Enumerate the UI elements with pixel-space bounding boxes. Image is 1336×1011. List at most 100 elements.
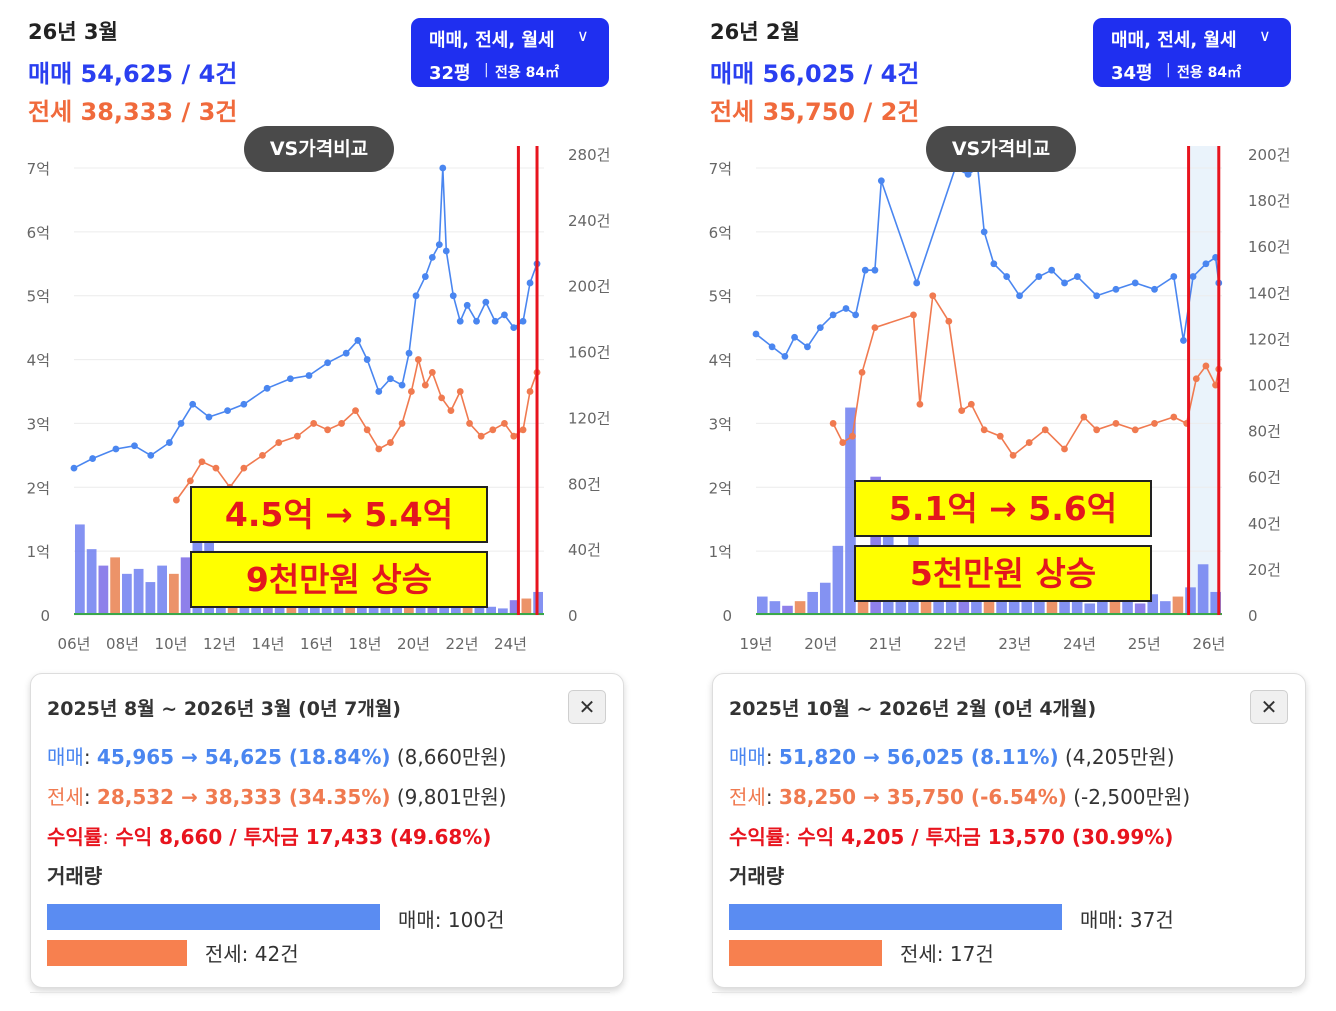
volume-bar [958, 591, 970, 615]
sale-point [491, 317, 499, 325]
deal-type-filter-button[interactable]: 매매, 전세, 월세 ∨ 32평 | 전용 84㎡ [411, 18, 609, 87]
jeonse-point [910, 311, 917, 319]
filter-area: 전용 84㎡ [1177, 65, 1242, 81]
close-icon[interactable]: ✕ [568, 690, 606, 724]
sale-amount: (8,660만원) [396, 745, 507, 769]
sale-change: 51,820 → 56,025 (8.11%) [778, 745, 1059, 769]
filter-area: 전용 84㎡ [495, 65, 560, 81]
jeonse-point [980, 426, 988, 434]
jeonse-point [172, 496, 180, 504]
jeonse-volume-label: 전세: 17건 [900, 942, 994, 966]
sale-point [112, 445, 120, 453]
volume-bar [133, 568, 144, 615]
sale-point [861, 266, 869, 274]
vs-price-compare-button[interactable]: VS가격비교 [244, 126, 394, 172]
x-tick-label: 26년 [1192, 635, 1225, 653]
y-right-tick-label: 180건 [1248, 192, 1290, 210]
jeonse-point [421, 381, 429, 389]
volume-bar [769, 601, 781, 615]
sale-point [1202, 260, 1210, 268]
volume-bar [1109, 601, 1121, 615]
jeonse-point [489, 426, 497, 434]
y-left-tick-label: 4억 [27, 352, 50, 370]
jeonse-point [871, 324, 879, 332]
sale-point [877, 177, 885, 185]
volume-bar [1046, 596, 1058, 615]
filter-separator: | [1166, 62, 1171, 78]
y-left-tick-label: 6억 [27, 224, 50, 242]
header-jeonse-summary: 전세 38,333 / 3건 [28, 98, 238, 126]
sale-point [456, 317, 464, 325]
sale-point [165, 439, 173, 446]
volume-bar [110, 557, 120, 615]
y-right-tick-label: 40건 [1248, 515, 1281, 533]
sale-point [829, 311, 837, 319]
sale-point [412, 292, 420, 300]
sale-point [1003, 273, 1011, 280]
y-left-tick-label: 4억 [709, 352, 732, 370]
sale-point [980, 228, 988, 236]
sale-point [1073, 273, 1081, 280]
y-right-tick-label: 160건 [1248, 238, 1290, 256]
volume-bar [1008, 596, 1020, 615]
sale-point [804, 343, 811, 351]
jeonse-point [477, 432, 485, 440]
annotation-price-rise: 5천만원 상승 [854, 545, 1152, 602]
jeonse-volume-bar [729, 940, 882, 966]
y-right-tick-label: 0 [1248, 607, 1258, 625]
jeonse-point [526, 388, 534, 395]
jeonse-point [1212, 381, 1219, 389]
jeonse-point [1009, 451, 1017, 459]
volume-bar [1122, 598, 1133, 615]
jeonse-point [1025, 439, 1033, 446]
volume-bar [1185, 587, 1196, 615]
jeonse-point [324, 426, 332, 434]
jeonse-point [510, 432, 518, 440]
y-right-tick-label: 200건 [568, 278, 610, 296]
period-summary-card: 2025년 10월 ~ 2026년 2월 (0년 4개월) ✕ 매매: 51,8… [712, 673, 1306, 988]
sale-point [816, 324, 824, 332]
jeonse-change-line: 전세: 38,250 → 35,750 (-6.54%) (-2,500만원) [729, 785, 1191, 809]
sale-point [354, 337, 362, 344]
sale-label: 매매 [729, 745, 766, 769]
jeonse-point [1151, 420, 1158, 427]
filter-deal-types: 매매, 전세, 월세 [1111, 30, 1237, 51]
sale-point [405, 349, 413, 357]
vs-price-compare-button[interactable]: VS가격비교 [926, 126, 1076, 172]
jeonse-point [1170, 413, 1178, 421]
y-left-tick-label: 0 [40, 607, 50, 625]
y-left-tick-label: 2억 [27, 479, 50, 497]
sale-point [324, 359, 332, 367]
jeonse-point [929, 292, 937, 300]
jeonse-point [466, 420, 473, 427]
x-tick-label: 20년 [804, 635, 837, 653]
jeonse-amount: (9,801만원) [396, 785, 507, 809]
sale-point [519, 317, 527, 325]
sale-point [482, 298, 490, 306]
deal-type-filter-button[interactable]: 매매, 전세, 월세 ∨ 34평 | 전용 84㎡ [1093, 18, 1291, 87]
jeonse-point [996, 432, 1004, 440]
volume-bar [996, 598, 1007, 615]
y-left-tick-label: 6억 [709, 224, 732, 242]
sale-point [305, 372, 313, 379]
volume-bar [1134, 603, 1146, 615]
jeonse-point [198, 458, 206, 466]
y-right-tick-label: 80건 [568, 475, 601, 493]
jeonse-series-line [832, 293, 1220, 457]
sale-point [913, 279, 921, 287]
close-icon[interactable]: ✕ [1250, 690, 1288, 724]
y-left-tick-label: 1억 [27, 543, 50, 561]
period-title: 2025년 8월 ~ 2026년 3월 (0년 7개월) [47, 698, 401, 720]
y-left-tick-label: 3억 [709, 415, 732, 433]
y-left-tick-label: 0 [722, 607, 732, 625]
sale-point [768, 343, 776, 351]
jeonse-point [849, 432, 856, 440]
volume-bar [157, 565, 167, 615]
sale-amount: (4,205만원) [1064, 745, 1175, 769]
y-right-tick-label: 160건 [568, 344, 610, 362]
jeonse-point [967, 400, 975, 408]
jeonse-point [916, 400, 924, 408]
sale-point [286, 375, 294, 383]
y-right-tick-label: 120건 [568, 409, 610, 427]
jeonse-change-line: 전세: 28,532 → 38,333 (34.35%) (9,801만원) [47, 785, 507, 809]
